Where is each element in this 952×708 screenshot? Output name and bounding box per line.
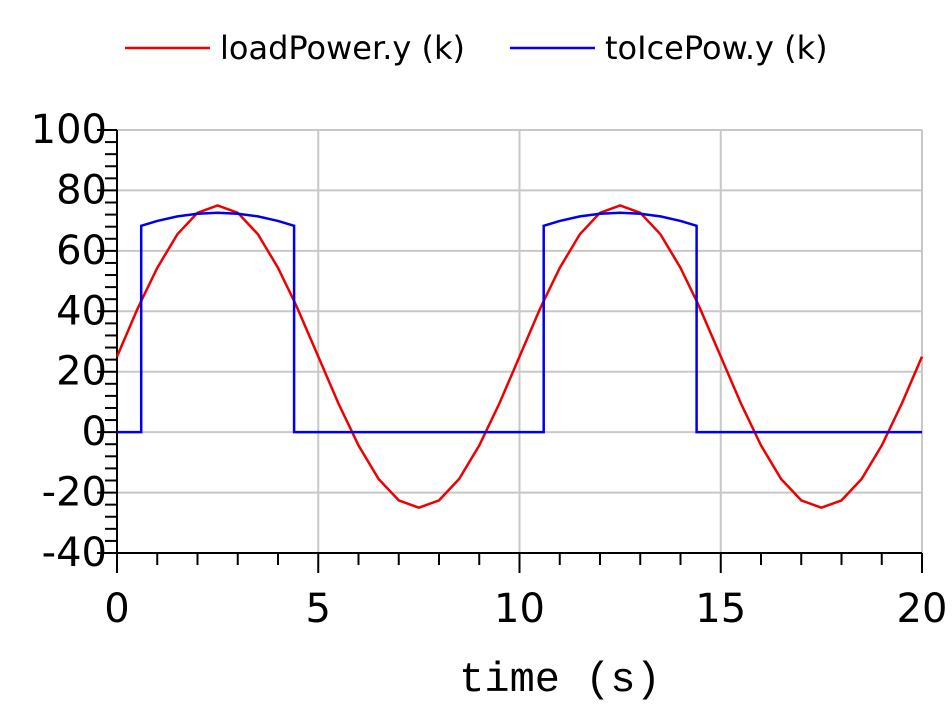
x-axis-label: time (s) — [459, 656, 661, 704]
x-tick-label: 20 — [897, 586, 948, 632]
x-tick-label: 15 — [695, 586, 746, 632]
legend-label: loadPower.y (k) — [220, 29, 465, 67]
x-tick-label: 10 — [494, 586, 545, 632]
y-tick-label: 100 — [31, 107, 107, 153]
y-tick-label: -40 — [42, 530, 107, 576]
y-tick-label: 0 — [82, 409, 107, 455]
y-tick-label: 20 — [56, 349, 107, 395]
y-tick-label: 40 — [56, 288, 107, 334]
series-line — [115, 204, 924, 510]
y-tick-label: 80 — [56, 167, 107, 213]
x-tick-label: 5 — [306, 586, 331, 632]
x-tick-label: 0 — [104, 586, 129, 632]
y-tick-label: -20 — [42, 470, 107, 516]
series-line — [117, 211, 922, 434]
y-tick-label: 60 — [56, 228, 107, 274]
legend-label: toIcePow.y (k) — [605, 29, 828, 67]
